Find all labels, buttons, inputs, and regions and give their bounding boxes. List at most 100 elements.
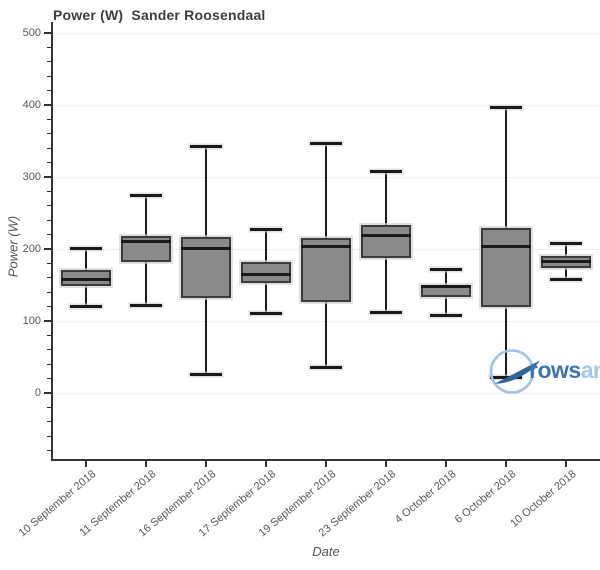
y-tick-label: 500 xyxy=(22,26,41,39)
logo-boat-swoosh-icon xyxy=(495,360,540,384)
median-line xyxy=(121,240,171,244)
lower-whisker-line xyxy=(505,307,507,378)
box-plot[interactable] xyxy=(361,225,411,259)
y-minor-tick xyxy=(47,61,52,63)
y-tick-label: 0 xyxy=(34,386,41,399)
box-plot[interactable] xyxy=(241,261,291,283)
box-plot[interactable] xyxy=(301,238,351,303)
y-major-tick xyxy=(44,392,52,394)
whisker-cap-max xyxy=(130,193,162,197)
box-plot[interactable] xyxy=(481,228,531,308)
x-tick xyxy=(445,461,447,467)
whisker-cap-min xyxy=(190,372,222,376)
logo-text-dark: rows xyxy=(529,357,581,383)
whisker-cap-min xyxy=(250,312,282,316)
x-tick xyxy=(85,461,87,467)
whisker-cap-min xyxy=(550,277,582,281)
y-minor-tick xyxy=(47,291,52,293)
upper-whisker-line xyxy=(445,269,447,285)
upper-whisker-line xyxy=(325,143,327,239)
y-axis-line xyxy=(51,22,53,461)
y-minor-tick xyxy=(47,406,52,408)
y-minor-tick xyxy=(47,118,52,120)
y-minor-tick xyxy=(47,450,52,452)
y-tick-label: 100 xyxy=(22,314,41,327)
y-minor-tick xyxy=(47,435,52,437)
y-minor-tick xyxy=(47,349,52,351)
y-major-tick xyxy=(44,32,52,34)
whisker-cap-min xyxy=(310,366,342,370)
upper-whisker-line xyxy=(145,195,147,237)
whisker-cap-min xyxy=(490,376,522,380)
gridline xyxy=(53,104,600,106)
upper-whisker-line xyxy=(505,107,507,229)
x-tick xyxy=(505,461,507,467)
x-axis-title: Date xyxy=(312,544,340,559)
lower-whisker-line xyxy=(445,297,447,316)
whisker-cap-max xyxy=(310,141,342,145)
median-line xyxy=(241,273,291,277)
median-line xyxy=(541,260,591,264)
y-tick-label: 400 xyxy=(22,98,41,111)
lower-whisker-line xyxy=(385,258,387,313)
y-major-tick xyxy=(44,176,52,178)
gridline xyxy=(53,32,600,34)
y-minor-tick xyxy=(47,75,52,77)
whisker-cap-min xyxy=(130,303,162,307)
median-line xyxy=(481,245,531,249)
lower-whisker-line xyxy=(265,282,267,314)
lower-whisker-line xyxy=(565,267,567,280)
y-tick-label: 200 xyxy=(22,242,41,255)
x-tick-label: 4 October 2018 xyxy=(392,468,459,526)
x-tick xyxy=(205,461,207,467)
x-axis-line xyxy=(51,459,600,461)
whisker-cap-min xyxy=(370,310,402,314)
y-minor-tick xyxy=(47,162,52,164)
upper-whisker-line xyxy=(265,229,267,262)
whisker-cap-max xyxy=(70,246,102,250)
y-minor-tick xyxy=(47,363,52,365)
logo-text: rowsan xyxy=(529,357,600,384)
x-tick xyxy=(325,461,327,467)
x-tick xyxy=(385,461,387,467)
y-minor-tick xyxy=(47,90,52,92)
whisker-cap-max xyxy=(430,267,462,271)
whisker-cap-max xyxy=(370,170,402,174)
y-minor-tick xyxy=(47,277,52,279)
y-minor-tick xyxy=(47,190,52,192)
lower-whisker-line xyxy=(145,261,147,306)
median-line xyxy=(61,277,111,281)
logo-text-light: an xyxy=(580,357,600,383)
median-line xyxy=(421,284,471,288)
whisker-cap-max xyxy=(190,144,222,148)
x-tick-label: 10 October 2018 xyxy=(508,468,579,530)
median-line xyxy=(361,233,411,237)
y-minor-tick xyxy=(47,334,52,336)
lower-whisker-line xyxy=(205,297,207,375)
lower-whisker-line xyxy=(325,302,327,368)
y-minor-tick xyxy=(47,46,52,48)
y-minor-tick xyxy=(47,205,52,207)
x-tick xyxy=(265,461,267,467)
chart-title: Power (W) Sander Roosendaal xyxy=(53,7,266,23)
y-minor-tick xyxy=(47,219,52,221)
y-minor-tick xyxy=(47,421,52,423)
y-minor-tick xyxy=(47,147,52,149)
y-major-tick xyxy=(44,248,52,250)
x-tick xyxy=(565,461,567,467)
y-tick-label: 300 xyxy=(22,170,41,183)
y-minor-tick xyxy=(47,262,52,264)
x-tick-label: 6 October 2018 xyxy=(452,468,519,526)
gridline xyxy=(53,392,600,394)
median-line xyxy=(301,245,351,249)
y-major-tick xyxy=(44,104,52,106)
median-line xyxy=(181,246,231,250)
upper-whisker-line xyxy=(205,146,207,238)
y-minor-tick xyxy=(47,306,52,308)
whisker-cap-max xyxy=(490,105,522,109)
whisker-cap-min xyxy=(70,305,102,309)
whisker-cap-max xyxy=(550,242,582,246)
y-major-tick xyxy=(44,320,52,322)
lower-whisker-line xyxy=(85,285,87,307)
